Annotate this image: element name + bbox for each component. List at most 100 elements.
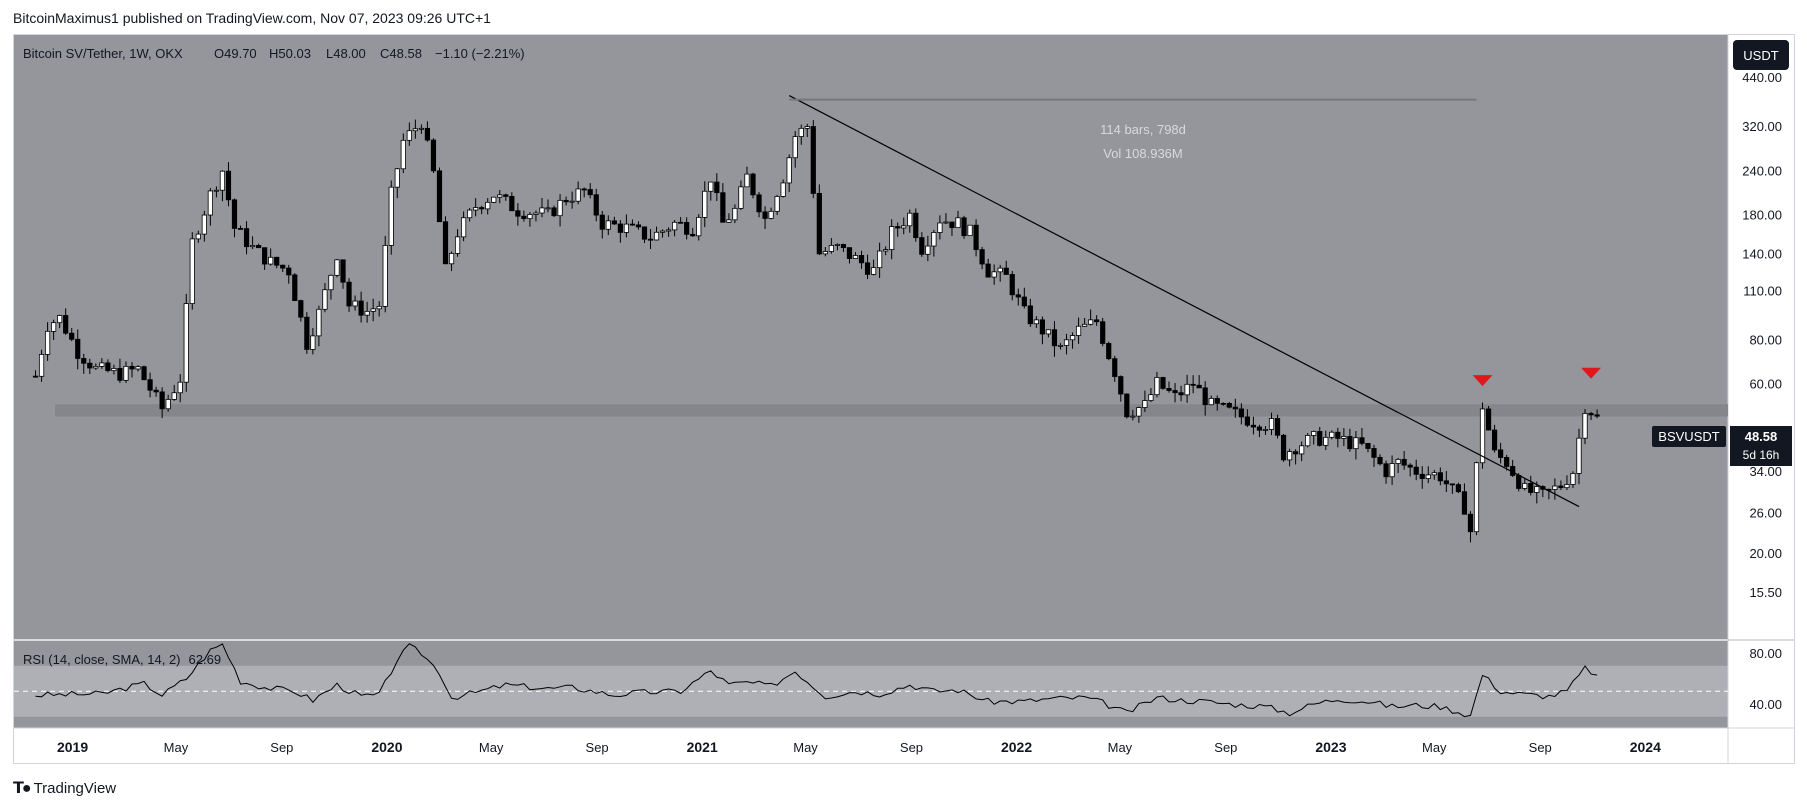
price-tick-label: 440.00: [1742, 70, 1782, 85]
candle-body: [1431, 472, 1437, 476]
candle-body: [1395, 458, 1401, 464]
candle-body: [786, 157, 792, 184]
candle-body: [1389, 463, 1395, 478]
candle-body: [678, 221, 684, 224]
candle-body: [750, 173, 756, 196]
time-tick-label: Sep: [900, 740, 923, 755]
candle-body: [1196, 384, 1202, 389]
candle-body: [177, 381, 183, 394]
candle-body: [877, 250, 883, 269]
candle-body: [1335, 431, 1341, 439]
candle-body: [1069, 335, 1076, 341]
price-tag-price: 48.58: [1745, 429, 1778, 444]
candle-body: [1594, 414, 1600, 417]
candle-body: [563, 199, 569, 203]
candle-body: [967, 224, 973, 237]
candle-body: [117, 368, 123, 381]
candle-body: [647, 238, 654, 241]
candle-body: [87, 362, 93, 369]
candle-body: [1485, 408, 1492, 431]
candle-body: [1214, 398, 1220, 404]
candle-body: [1323, 436, 1329, 446]
time-tick-label: Sep: [1529, 740, 1552, 755]
candle-body: [1244, 416, 1250, 426]
candle-body: [684, 222, 690, 235]
candle-body: [171, 392, 177, 400]
candle-body: [358, 300, 364, 316]
candle-body: [714, 181, 720, 194]
candle-body: [521, 215, 527, 220]
candle-body: [1148, 394, 1154, 401]
candle-body: [617, 223, 623, 233]
bearish-marker: [1581, 367, 1602, 379]
time-tick-label: 2024: [1630, 739, 1661, 755]
candle-body: [913, 212, 919, 239]
candle-body: [1401, 458, 1407, 466]
candle-body: [690, 233, 696, 237]
candle-body: [840, 243, 847, 249]
candle-body: [1449, 483, 1455, 486]
candle-body: [509, 196, 515, 212]
candle-body: [1118, 376, 1124, 395]
candle-body: [262, 247, 268, 265]
legend-change: −1.10 (−2.21%): [435, 46, 525, 61]
candle-body: [1033, 319, 1039, 325]
price-tick-label: 80.00: [1749, 332, 1782, 347]
candle-body: [135, 366, 141, 370]
candle-body: [328, 274, 334, 291]
candle-body: [1329, 431, 1335, 438]
candle-body: [738, 186, 744, 209]
candle-body: [75, 338, 81, 359]
candle-body: [364, 310, 370, 316]
candle-body: [937, 222, 943, 233]
candle-body: [503, 194, 509, 197]
tradingview-logo-icon: 𝗧●: [13, 780, 32, 797]
candle-body: [298, 300, 304, 318]
price-axis[interactable]: [1728, 35, 1794, 728]
candle-body: [768, 210, 774, 219]
candle-body: [225, 170, 232, 201]
candle-body: [1305, 435, 1311, 447]
candle-body: [1516, 475, 1522, 489]
candle-body: [352, 300, 358, 307]
price-tick-label: 20.00: [1749, 546, 1782, 561]
candle-body: [846, 247, 853, 259]
candle-body: [979, 249, 985, 265]
candle-body: [473, 207, 479, 211]
candle-body: [774, 196, 780, 212]
candle-body: [436, 170, 443, 223]
candle-body: [304, 316, 310, 350]
candle-body: [1299, 445, 1305, 455]
candle-body: [382, 245, 388, 307]
candle-body: [147, 379, 153, 391]
rsi-legend-label: RSI (14, close, SMA, 14, 2) 62.69: [23, 652, 221, 667]
candle-body: [1437, 472, 1443, 482]
candle-body: [961, 217, 967, 237]
candle-body: [587, 189, 593, 196]
candle-body: [889, 226, 895, 251]
candle-body: [1365, 442, 1371, 449]
candle-body: [268, 256, 274, 265]
time-tick-label: 2020: [371, 739, 402, 755]
candle-body: [1100, 321, 1106, 344]
candle-body: [159, 391, 165, 410]
measure-volume-label: Vol 108.936M: [1103, 146, 1183, 161]
candle-body: [635, 224, 642, 228]
time-tick-label: Sep: [1214, 740, 1237, 755]
candle-body: [1190, 383, 1196, 386]
candle-body: [1491, 429, 1498, 451]
candle-body: [63, 315, 69, 334]
candles: [32, 119, 1600, 543]
candle-body: [756, 194, 762, 213]
candle-body: [1268, 418, 1275, 430]
time-tick-label: Sep: [270, 740, 293, 755]
candle-body: [1154, 377, 1160, 396]
currency-button[interactable]: USDT: [1733, 40, 1789, 70]
candle-body: [1124, 393, 1130, 418]
candle-body: [1286, 451, 1293, 461]
time-tick-label: May: [1108, 740, 1133, 755]
candle-body: [629, 223, 636, 226]
candle-body: [448, 253, 455, 265]
tradingview-logo[interactable]: 𝗧● TradingView: [13, 778, 116, 798]
candle-body: [659, 230, 666, 233]
